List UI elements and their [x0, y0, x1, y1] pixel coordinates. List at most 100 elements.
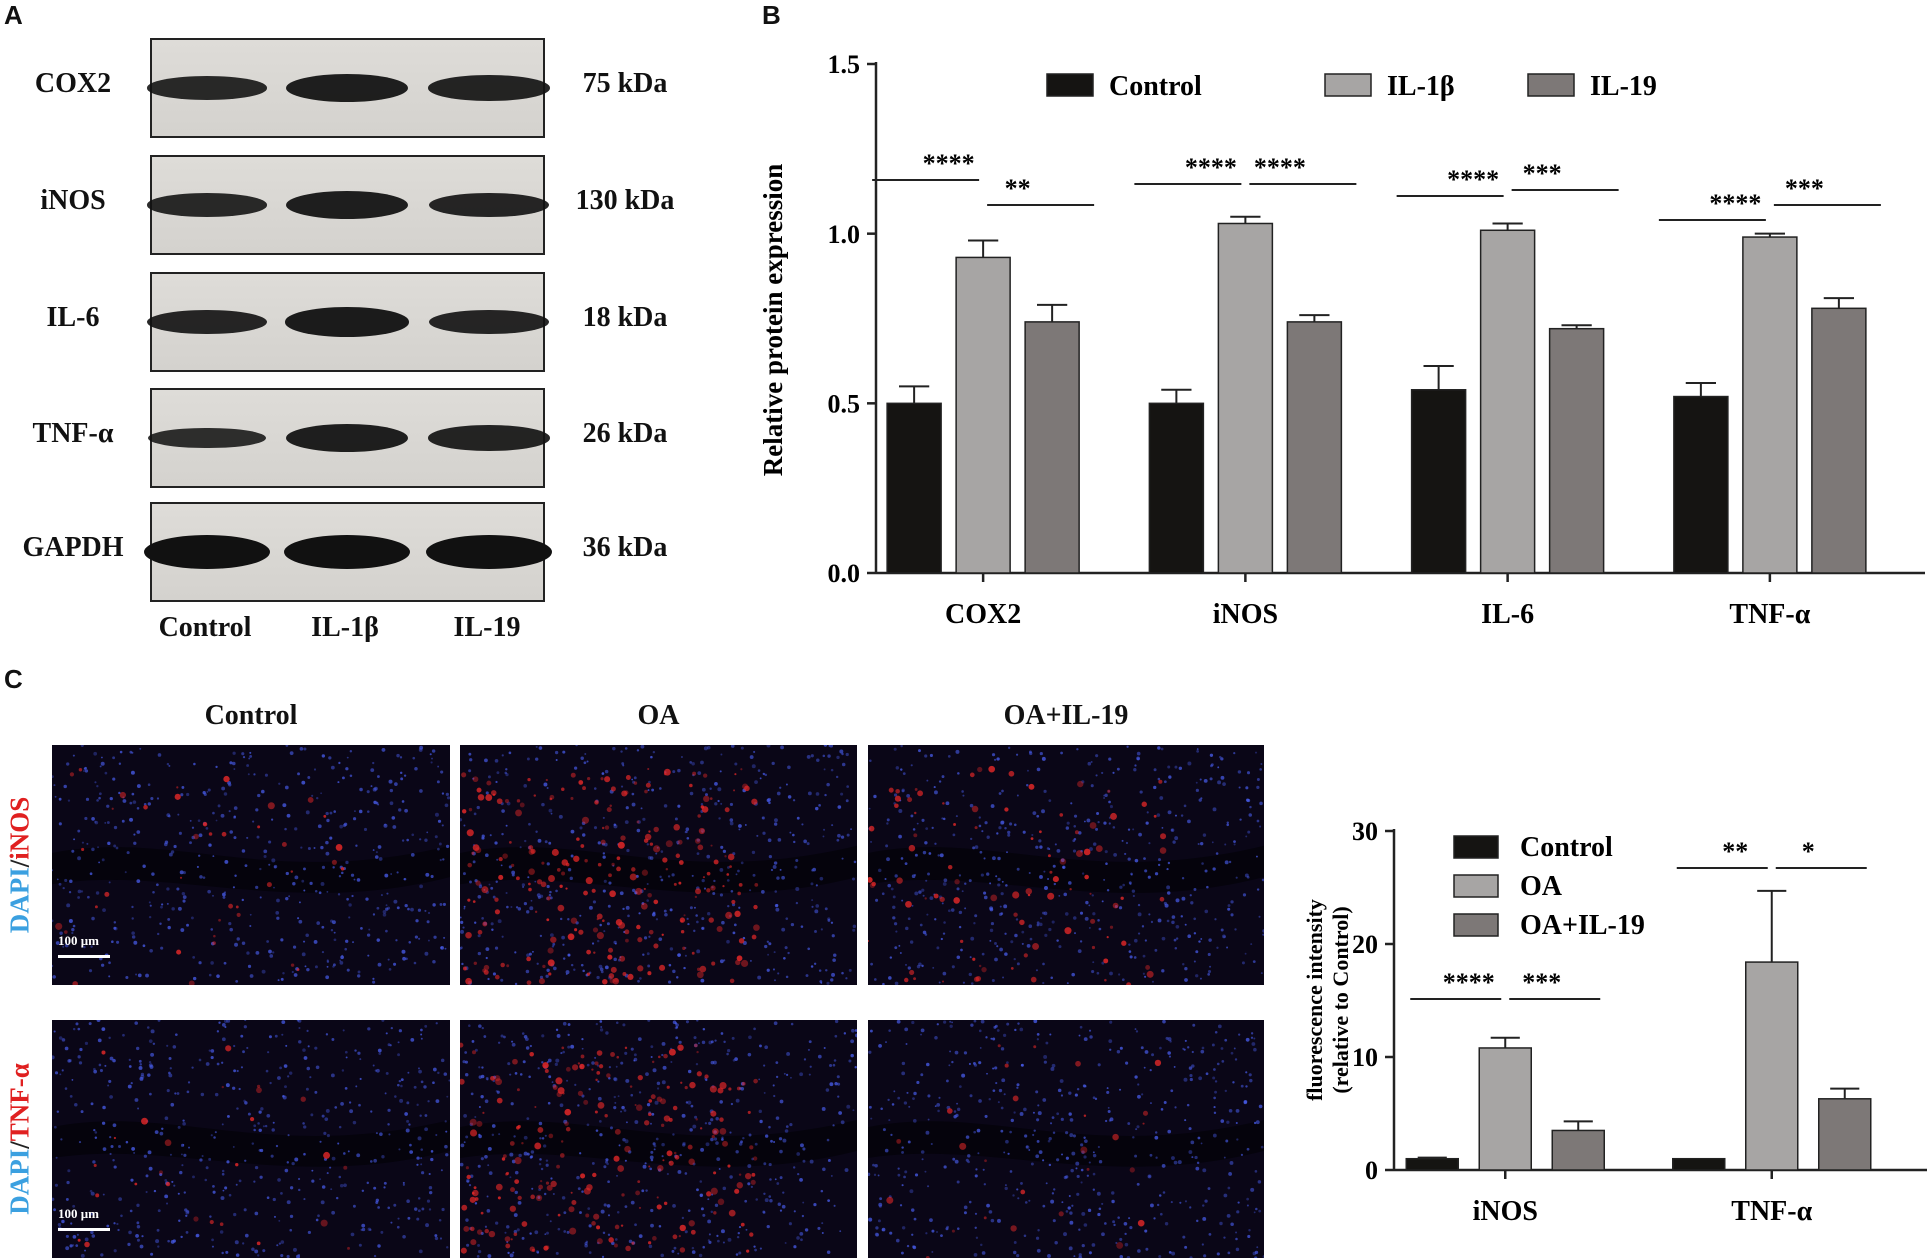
nucleus-dot [233, 1212, 237, 1217]
nucleus-dot [562, 1021, 567, 1026]
nucleus-dot [71, 927, 75, 932]
nucleus-dot [157, 1245, 160, 1248]
marker-signal [483, 964, 490, 971]
nucleus-dot [347, 1150, 350, 1153]
marker-signal [514, 1157, 522, 1165]
nucleus-dot [1096, 1191, 1101, 1196]
nucleus-dot [303, 889, 306, 892]
nucleus-dot [541, 802, 545, 807]
nucleus-dot [539, 1137, 542, 1140]
marker-signal [561, 787, 565, 791]
nucleus-dot [960, 948, 963, 952]
nucleus-dot [978, 824, 982, 828]
nucleus-dot [258, 1110, 262, 1114]
nucleus-dot [1236, 1210, 1240, 1214]
nucleus-dot [314, 1046, 318, 1050]
marker-signal [598, 1064, 604, 1069]
marker-signal [886, 1196, 894, 1204]
category-label: TNF-α [1729, 599, 1810, 630]
nucleus-dot [895, 766, 900, 770]
nucleus-dot [604, 769, 609, 774]
marker-signal [335, 844, 343, 851]
nucleus-dot [492, 895, 496, 899]
nucleus-dot [777, 838, 782, 842]
nucleus-dot [885, 1041, 887, 1044]
nucleus-dot [246, 1046, 249, 1049]
nucleus-dot [994, 1066, 998, 1070]
category-label: COX2 [945, 599, 1021, 630]
nucleus-dot [374, 1069, 378, 1072]
nucleus-dot [537, 1196, 541, 1199]
nucleus-dot [1240, 1153, 1244, 1156]
nucleus-dot [606, 1162, 609, 1166]
nucleus-dot [298, 1040, 302, 1044]
nucleus-dot [904, 963, 908, 966]
nucleus-dot [768, 1195, 772, 1198]
nucleus-dot [998, 826, 1002, 830]
nucleus-dot [306, 1066, 311, 1071]
nucleus-dot [233, 1069, 237, 1073]
nucleus-dot [639, 977, 642, 980]
nucleus-dot [221, 1123, 224, 1126]
nucleus-dot [329, 811, 333, 815]
nucleus-dot [1254, 1256, 1258, 1258]
marker-signal [635, 1104, 643, 1111]
nucleus-dot [432, 960, 436, 964]
marker-signal [101, 1050, 106, 1055]
nucleus-dot [392, 825, 397, 829]
nucleus-dot [478, 1105, 481, 1109]
nucleus-dot [390, 873, 393, 875]
nucleus-dot [622, 907, 625, 911]
nucleus-dot [90, 1230, 94, 1235]
marker-signal [465, 1166, 469, 1170]
marker-signal [614, 1224, 620, 1230]
nucleus-dot [1007, 746, 1011, 750]
nucleus-dot [961, 890, 964, 893]
nucleus-dot [254, 1249, 259, 1254]
nucleus-dot [983, 857, 986, 860]
nucleus-dot [405, 1128, 410, 1133]
nucleus-dot [109, 1095, 113, 1099]
nucleus-dot [559, 917, 563, 921]
nucleus-dot [474, 1202, 478, 1205]
nucleus-dot [1189, 1073, 1193, 1078]
nucleus-dot [774, 818, 778, 823]
nucleus-dot [172, 1045, 177, 1049]
nucleus-dot [93, 1069, 97, 1074]
marker-signal [602, 919, 605, 922]
nucleus-dot [752, 873, 756, 877]
nucleus-dot [242, 1242, 245, 1245]
nucleus-dot [759, 1044, 762, 1048]
marker-signal [514, 1179, 520, 1184]
nucleus-dot [219, 1230, 224, 1234]
nucleus-dot [220, 813, 225, 818]
nucleus-dot [166, 813, 171, 818]
nucleus-dot [1081, 1243, 1085, 1248]
nucleus-dot [684, 831, 687, 834]
nucleus-dot [1187, 761, 1192, 766]
nucleus-dot [100, 963, 105, 967]
nucleus-dot [512, 1251, 515, 1254]
nucleus-dot [307, 776, 311, 779]
nucleus-dot [1097, 1063, 1101, 1067]
nucleus-dot [334, 1106, 338, 1109]
nucleus-dot [443, 936, 446, 939]
marker-signal [534, 910, 538, 914]
nucleus-dot [1108, 822, 1111, 825]
nucleus-dot [464, 1060, 468, 1064]
nucleus-dot [1091, 1243, 1096, 1247]
nucleus-dot [1206, 885, 1209, 889]
nucleus-dot [562, 957, 566, 960]
nucleus-dot [1173, 1160, 1178, 1165]
nucleus-dot [339, 1183, 344, 1188]
nucleus-dot [436, 780, 440, 784]
nucleus-dot [836, 1082, 841, 1086]
marker-signal [616, 1055, 620, 1059]
nucleus-dot [738, 1142, 743, 1146]
nucleus-dot [720, 1229, 725, 1234]
nucleus-dot [661, 1142, 665, 1147]
nucleus-dot [815, 884, 818, 887]
nucleus-dot [113, 926, 118, 931]
nucleus-dot [1133, 956, 1137, 959]
nucleus-dot [112, 756, 116, 760]
